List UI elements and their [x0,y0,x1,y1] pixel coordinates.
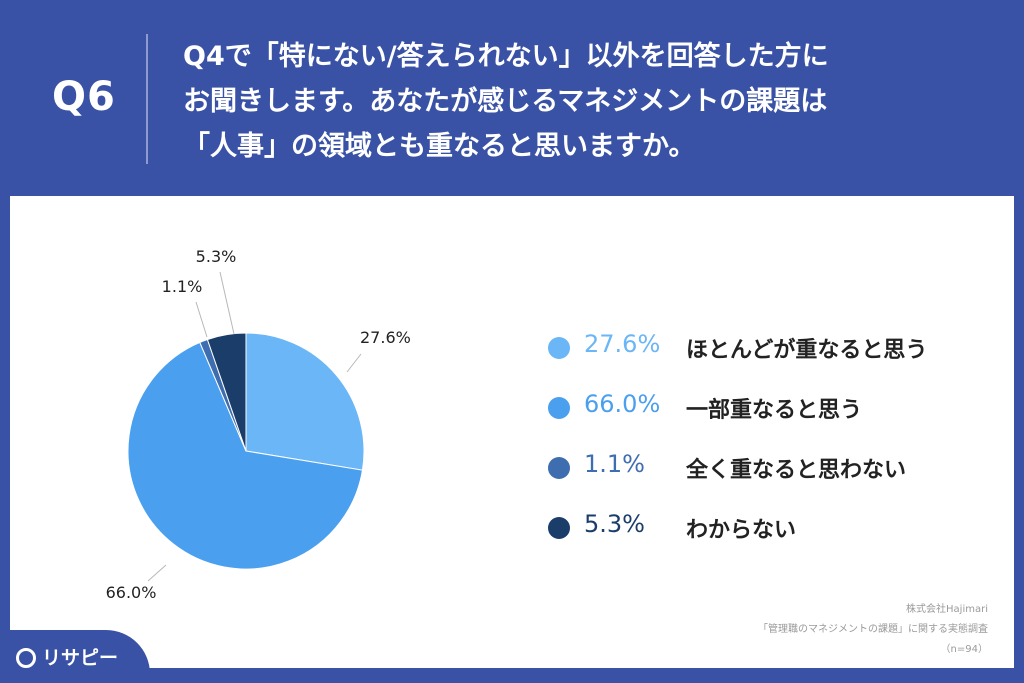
pie-data-label: 1.1% [162,277,203,296]
logo-text: リサピー [42,647,119,669]
legend-item: 5.3% わからない [548,502,988,562]
legend-item: 27.6% ほとんどが重なると思う [548,322,988,382]
pie-chart: 27.6% 66.0% 1.1% 5.3% [106,247,411,602]
callout-line [195,301,208,338]
legend-label: 全く重なると思わない [686,458,907,483]
legend-swatch [548,337,570,359]
legend-swatch [548,397,570,419]
question-text: Q4で「特にない/答えられない」以外を回答した方に お聞きします。あなたが感じる… [183,34,1003,169]
legend-value: 66.0% [584,390,661,418]
question-header: Q6 Q4で「特にない/答えられない」以外を回答した方に お聞きします。あなたが… [0,0,1024,196]
credit-survey: 「管理職のマネジメントの課題」に関する実態調査 [758,624,988,635]
callout-line [346,353,362,373]
pin-icon [16,648,36,668]
question-line-2: お聞きします。あなたが感じるマネジメントの課題は [183,86,828,117]
pie-data-label: 66.0% [106,583,157,602]
question-line-3: 「人事」の領域とも重なると思いますか。 [183,131,696,162]
legend-label: 一部重なると思う [686,398,863,423]
legend-value: 27.6% [584,330,661,358]
pie-data-label: 5.3% [196,247,237,266]
legend-label: ほとんどが重なると思う [686,338,928,363]
pie-slice [245,332,365,471]
question-number: Q6 [52,74,116,120]
pie-slice [127,341,364,570]
credit-company: 株式会社Hajimari [906,604,988,615]
legend-swatch [548,457,570,479]
pie-data-label: 27.6% [360,328,411,347]
legend-value: 5.3% [584,510,645,538]
question-line-1: Q4で「特にない/答えられない」以外を回答した方に [183,41,829,72]
legend-label: わからない [686,518,797,543]
source-credit: 株式会社Hajimari 「管理職のマネジメントの課題」に関する実態調査 （n=… [758,600,988,660]
chart-panel: 27.6% 66.0% 1.1% 5.3% 27.6% ほとんどが重なると思う 66.… [10,196,1014,668]
callout-line [147,564,167,582]
legend-item: 66.0% 一部重なると思う [548,382,988,442]
header-divider [146,34,148,164]
brand-logo: リサピー [0,630,150,683]
legend-value: 1.1% [584,450,645,478]
legend-swatch [548,517,570,539]
pie-slice [206,332,247,452]
callout-line [219,271,235,335]
credit-sample-size: （n=94） [940,644,988,655]
chart-legend: 27.6% ほとんどが重なると思う 66.0% 一部重なると思う 1.1% 全く… [548,322,988,562]
legend-item: 1.1% 全く重なると思わない [548,442,988,502]
